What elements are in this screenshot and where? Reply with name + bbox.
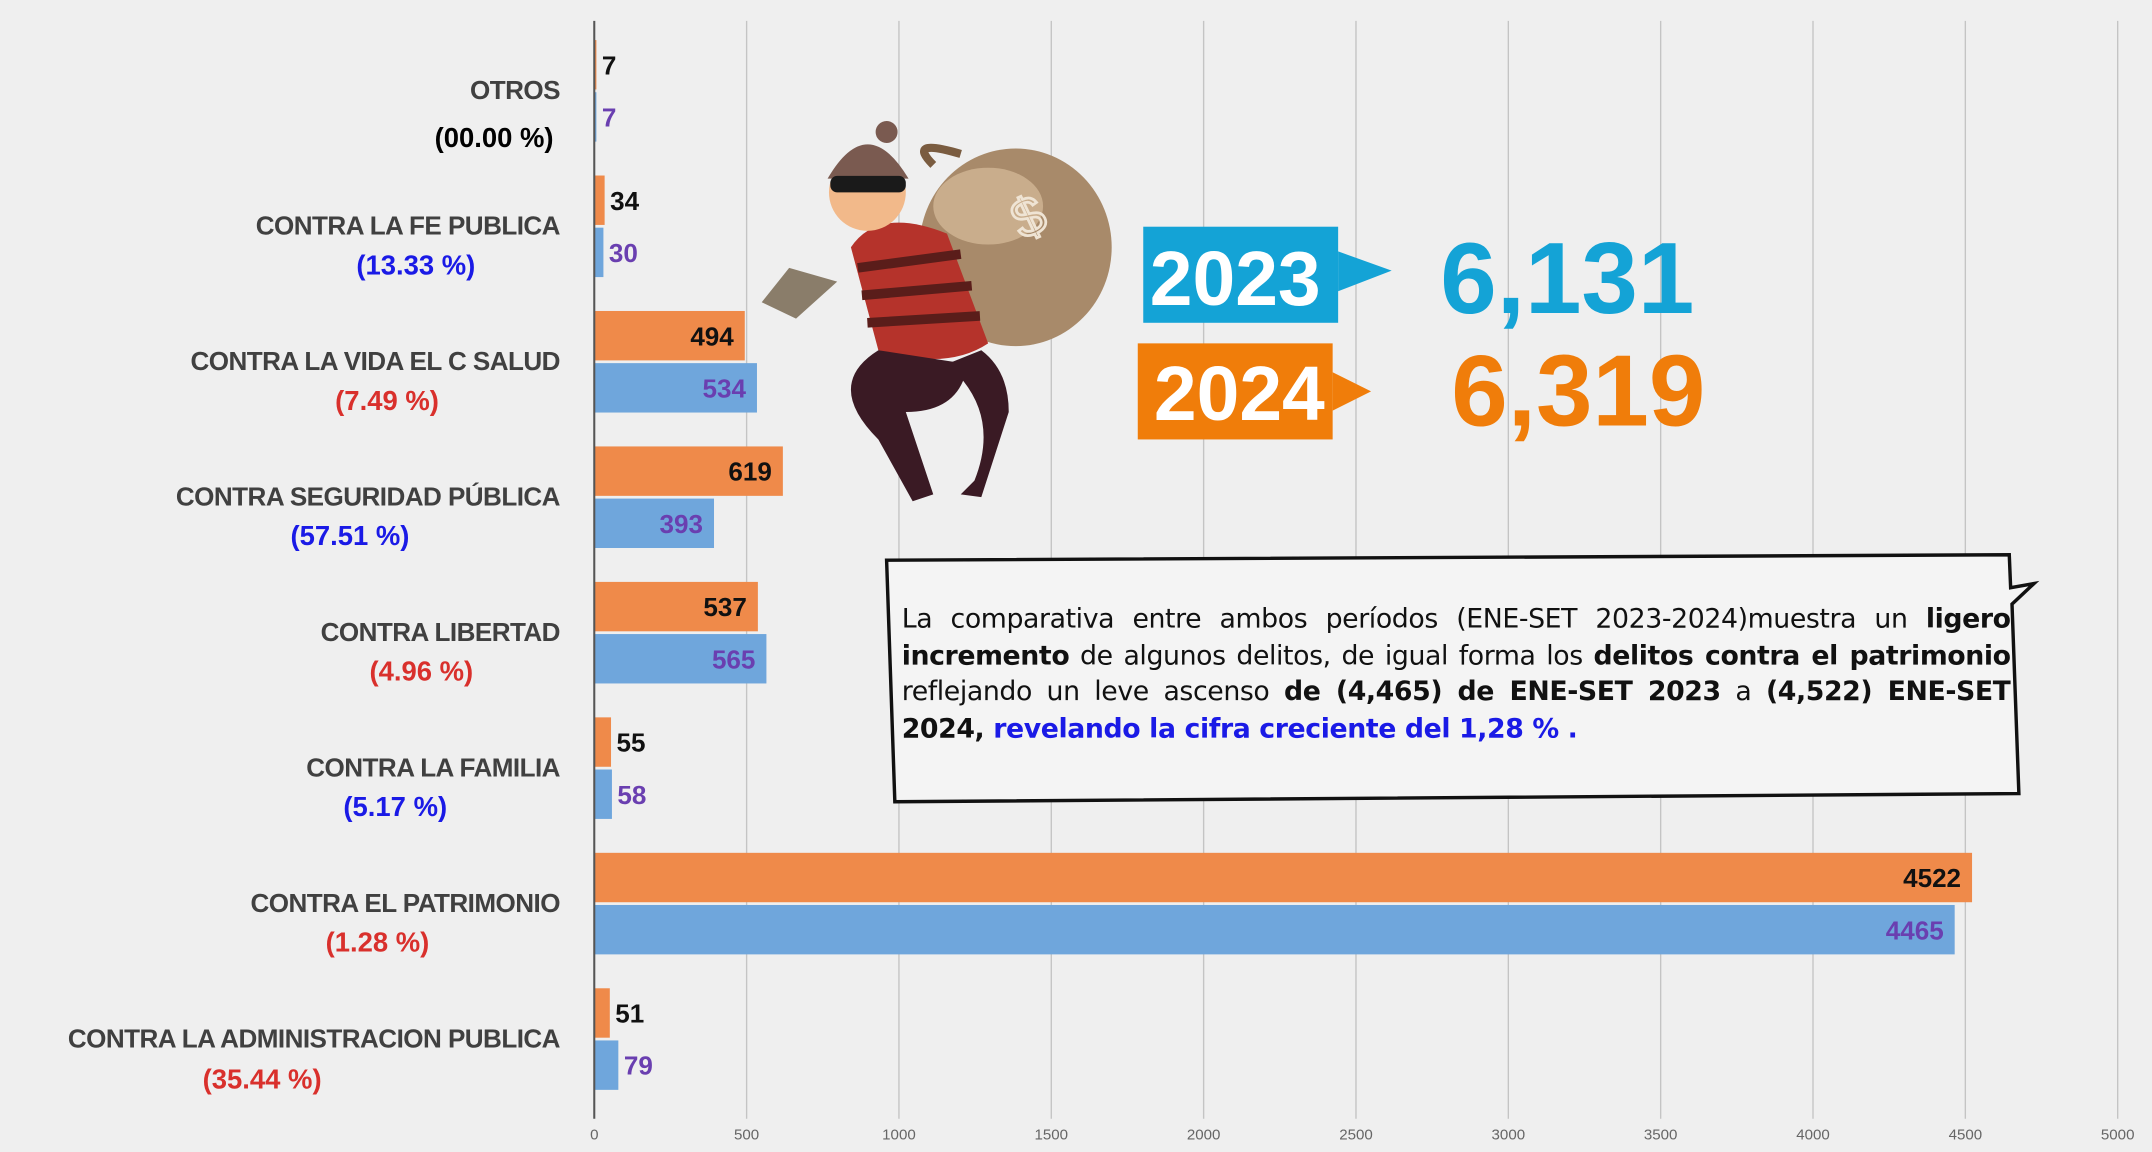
note-segment: de algunos delitos, de igual forma los bbox=[1069, 639, 1594, 671]
value-label: 30 bbox=[609, 238, 638, 268]
category-label: CONTRA LA FE PUBLICA bbox=[256, 211, 561, 241]
annotation-label: 2024 bbox=[1154, 351, 1325, 437]
value-label: 393 bbox=[660, 509, 703, 539]
category-label: CONTRA SEGURIDAD PÚBLICA bbox=[176, 481, 561, 511]
note-segment: reflejando un leve ascenso bbox=[901, 675, 1270, 708]
bar bbox=[594, 1040, 619, 1090]
value-label: 7 bbox=[602, 103, 617, 133]
bar bbox=[594, 363, 757, 413]
x-tick-label: 2000 bbox=[1187, 1126, 1221, 1143]
x-tick-label: 3000 bbox=[1492, 1126, 1526, 1143]
x-tick-label: 2500 bbox=[1339, 1126, 1373, 1143]
bar bbox=[594, 717, 612, 767]
value-label: 494 bbox=[690, 321, 734, 351]
robber-illustration: $ bbox=[761, 121, 1112, 502]
bar bbox=[594, 581, 758, 632]
bar bbox=[594, 310, 745, 361]
category-label: CONTRA LA ADMINISTRACION PUBLICA bbox=[68, 1023, 561, 1053]
bars: 7 7 34 30 494 534 619 393 537 565 55 58 4522 4465 51 79 bbox=[594, 40, 1973, 1090]
bar bbox=[594, 634, 767, 684]
value-label: 79 bbox=[624, 1051, 653, 1081]
note-segment: (4,522) ENE-SET 2024, bbox=[901, 675, 2011, 744]
category-note: (35.44 %) bbox=[203, 1063, 322, 1094]
x-tick-label: 4000 bbox=[1796, 1126, 1830, 1143]
value-label: 534 bbox=[703, 373, 747, 403]
value-label: 55 bbox=[617, 728, 646, 758]
value-label: 565 bbox=[712, 644, 755, 674]
bar bbox=[594, 904, 1955, 955]
value-label: 51 bbox=[615, 999, 644, 1029]
x-tick-label: 0 bbox=[590, 1126, 598, 1143]
bar bbox=[594, 988, 610, 1038]
value-label: 4465 bbox=[1886, 915, 1944, 945]
x-tick-label: 1500 bbox=[1035, 1126, 1069, 1143]
bar bbox=[594, 175, 605, 225]
note-segment: delitos contra el patrimonio bbox=[1593, 639, 2011, 671]
value-label: 619 bbox=[728, 457, 771, 487]
category-note: (00.00 %) bbox=[435, 122, 554, 153]
annotation-total: 6,319 bbox=[1451, 334, 1705, 448]
x-tick-label: 500 bbox=[734, 1126, 759, 1143]
callout-2023 bbox=[1143, 226, 1392, 323]
value-label: 537 bbox=[703, 592, 746, 622]
category-note: (7.49 %) bbox=[335, 385, 439, 416]
annotation-total: 6,131 bbox=[1440, 221, 1694, 335]
bar bbox=[594, 92, 597, 142]
category-note: (13.33 %) bbox=[356, 249, 475, 280]
category-note: (57.51 %) bbox=[290, 520, 409, 551]
value-label: 34 bbox=[610, 186, 639, 216]
category-label: CONTRA LA VIDA EL C SALUD bbox=[190, 346, 560, 376]
value-label: 7 bbox=[602, 50, 617, 80]
category-note: (4.96 %) bbox=[369, 656, 473, 687]
category-note: (5.17 %) bbox=[343, 791, 447, 822]
note-box bbox=[884, 553, 2040, 804]
x-tick-label: 3500 bbox=[1644, 1126, 1678, 1143]
bar bbox=[594, 40, 597, 90]
note-segment: La comparativa entre ambos períodos (ENE… bbox=[901, 602, 1926, 635]
category-label: CONTRA LA FAMILIA bbox=[306, 752, 560, 782]
annotation-label: 2023 bbox=[1150, 236, 1321, 322]
category-label: OTROS bbox=[470, 75, 560, 105]
x-tick-label: 5000 bbox=[2101, 1126, 2135, 1143]
value-label: 58 bbox=[617, 780, 646, 810]
category-note: (1.28 %) bbox=[326, 927, 430, 958]
note-segment: revelando la cifra creciente del 1,28 % … bbox=[984, 711, 1578, 744]
note-segment: de (4,465) de ENE-SET 2023 bbox=[1283, 675, 1721, 708]
note-text: La comparativa entre ambos períodos (ENE… bbox=[902, 601, 2011, 746]
category-label: CONTRA LIBERTAD bbox=[321, 617, 560, 647]
note-segment: ligero incremento bbox=[901, 602, 2011, 671]
note-container: La comparativa entre ambos períodos (ENE… bbox=[902, 601, 2011, 746]
bar bbox=[594, 852, 1973, 903]
bar bbox=[594, 446, 783, 496]
bar bbox=[594, 227, 604, 278]
note-segment: a bbox=[1720, 675, 1766, 708]
callout-2024 bbox=[1137, 343, 1372, 440]
x-tick-label: 4500 bbox=[1949, 1126, 1983, 1143]
x-tick-label: 1000 bbox=[882, 1126, 916, 1143]
bar bbox=[594, 498, 715, 549]
bar bbox=[594, 769, 612, 819]
value-label: 4522 bbox=[1903, 863, 1961, 893]
category-label: CONTRA EL PATRIMONIO bbox=[250, 888, 560, 918]
